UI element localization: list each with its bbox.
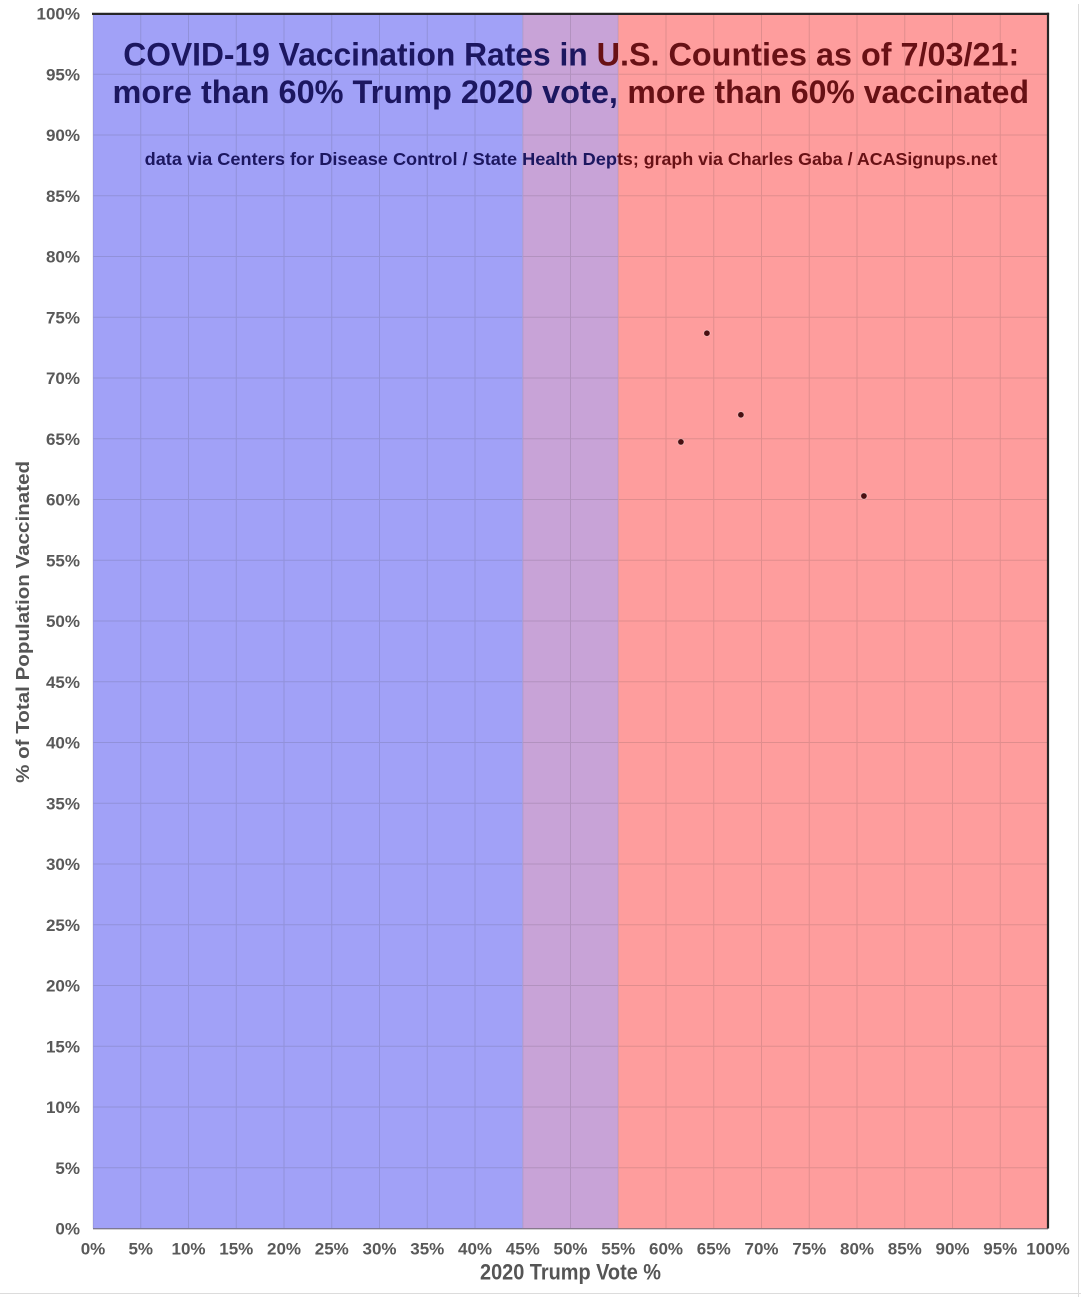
svg-text:10%: 10% <box>46 1098 80 1117</box>
svg-text:55%: 55% <box>46 551 80 570</box>
svg-text:45%: 45% <box>46 673 80 692</box>
svg-text:95%: 95% <box>46 65 80 84</box>
svg-text:20%: 20% <box>267 1239 301 1258</box>
svg-text:75%: 75% <box>46 308 80 327</box>
svg-text:45%: 45% <box>506 1239 540 1258</box>
svg-text:15%: 15% <box>46 1037 80 1056</box>
svg-text:65%: 65% <box>697 1239 731 1258</box>
svg-text:60%: 60% <box>649 1239 683 1258</box>
svg-text:70%: 70% <box>46 369 80 388</box>
svg-text:50%: 50% <box>46 612 80 631</box>
svg-text:40%: 40% <box>458 1239 492 1258</box>
svg-text:80%: 80% <box>840 1239 874 1258</box>
svg-text:55%: 55% <box>601 1239 635 1258</box>
svg-text:5%: 5% <box>128 1239 153 1258</box>
svg-text:5%: 5% <box>55 1159 80 1178</box>
svg-text:30%: 30% <box>362 1239 396 1258</box>
svg-text:85%: 85% <box>888 1239 922 1258</box>
svg-text:35%: 35% <box>46 794 80 813</box>
svg-text:80%: 80% <box>46 248 80 267</box>
svg-text:60%: 60% <box>46 491 80 510</box>
svg-text:100%: 100% <box>37 5 80 24</box>
svg-text:85%: 85% <box>46 187 80 206</box>
svg-text:100%: 100% <box>1026 1239 1069 1258</box>
svg-text:30%: 30% <box>46 855 80 874</box>
svg-text:data via Centers for Disease C: data via Centers for Disease Control / S… <box>145 149 617 169</box>
svg-text:% of Total Population Vaccinat: % of Total Population Vaccinated <box>13 461 33 783</box>
svg-text:ts; graph via Charles Gaba / A: ts; graph via Charles Gaba / ACASignups.… <box>617 149 998 169</box>
svg-text:0%: 0% <box>81 1239 106 1258</box>
svg-text:95%: 95% <box>983 1239 1017 1258</box>
svg-text:40%: 40% <box>46 734 80 753</box>
svg-text:90%: 90% <box>46 126 80 145</box>
svg-text:25%: 25% <box>315 1239 349 1258</box>
svg-text:10%: 10% <box>171 1239 205 1258</box>
svg-text:65%: 65% <box>46 430 80 449</box>
svg-text:25%: 25% <box>46 916 80 935</box>
svg-text:90%: 90% <box>935 1239 969 1258</box>
svg-text:more than 60% vaccinated: more than 60% vaccinated <box>627 74 1029 110</box>
svg-text:50%: 50% <box>553 1239 587 1258</box>
svg-text:more than 60% Trump 2020 vote,: more than 60% Trump 2020 vote, <box>113 74 618 110</box>
svg-text:15%: 15% <box>219 1239 253 1258</box>
svg-text:70%: 70% <box>744 1239 778 1258</box>
svg-text:75%: 75% <box>792 1239 826 1258</box>
svg-text:COVID-19 Vaccination Rates in: COVID-19 Vaccination Rates in <box>123 37 587 73</box>
svg-text:20%: 20% <box>46 977 80 996</box>
svg-text:U.S. Counties as of 7/03/21:: U.S. Counties as of 7/03/21: <box>597 37 1020 73</box>
svg-text:35%: 35% <box>410 1239 444 1258</box>
svg-text:2020 Trump Vote %: 2020 Trump Vote % <box>480 1259 661 1284</box>
svg-text:0%: 0% <box>55 1220 80 1239</box>
